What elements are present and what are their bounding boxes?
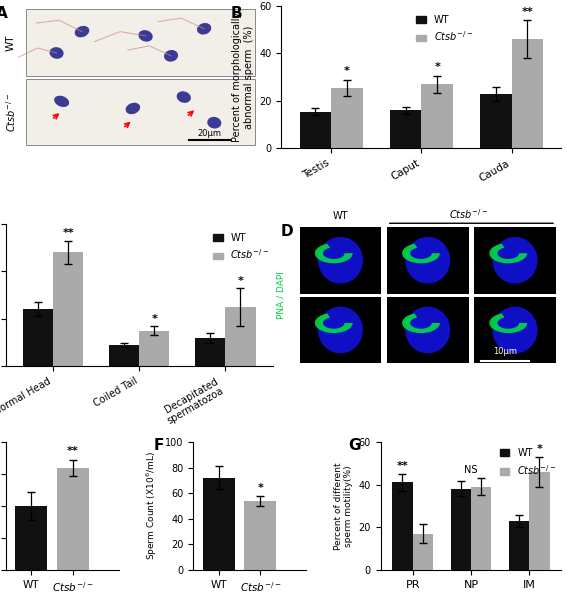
Bar [299,112,331,148]
Text: **: ** [396,461,408,471]
Text: *: * [536,443,543,454]
Text: *: * [434,62,440,73]
Bar [413,534,433,570]
Wedge shape [489,313,527,333]
Wedge shape [315,313,353,333]
Text: *: * [257,483,263,493]
Wedge shape [402,313,440,333]
Ellipse shape [318,307,363,353]
Bar [331,88,363,148]
Text: WT: WT [333,211,348,221]
Bar [392,482,413,570]
Text: WT: WT [6,34,16,50]
Bar [109,345,139,366]
Text: 10μm: 10μm [493,347,517,356]
Ellipse shape [54,96,69,107]
Bar [474,227,556,293]
Text: $Ctsb^{-/-}$: $Ctsb^{-/-}$ [4,92,18,131]
Bar [511,39,543,148]
Text: F: F [154,438,164,453]
Bar [139,331,170,366]
Bar [299,296,382,364]
Bar [529,472,549,570]
Text: **: ** [522,7,534,17]
Y-axis label: Percent of morphologically
abnormal sperm  (%): Percent of morphologically abnormal sper… [232,12,254,142]
Ellipse shape [493,307,538,353]
Ellipse shape [177,91,191,103]
Bar [23,310,53,366]
Ellipse shape [208,117,221,128]
Bar [226,307,256,366]
Bar [203,478,235,570]
Text: NS: NS [464,465,478,475]
Legend: WT, $Ctsb^{-/-}$: WT, $Ctsb^{-/-}$ [496,444,560,481]
Bar [451,489,471,570]
Bar [421,84,453,148]
Text: B: B [231,6,243,21]
Legend: WT, $Ctsb^{-/-}$: WT, $Ctsb^{-/-}$ [209,229,273,265]
Y-axis label: Sperm Count (X10$^6$/mL): Sperm Count (X10$^6$/mL) [145,452,159,560]
Ellipse shape [405,237,450,284]
Bar [474,296,556,364]
Ellipse shape [126,103,140,114]
Bar [299,227,382,293]
Bar [387,227,469,293]
Text: A: A [0,6,7,21]
Ellipse shape [405,307,450,353]
Bar [390,110,421,148]
Text: **: ** [67,446,79,457]
Text: D: D [281,224,294,239]
Wedge shape [489,244,527,263]
FancyBboxPatch shape [26,9,255,76]
Text: G: G [348,438,361,453]
Bar [471,487,492,570]
Text: PNA / DAPI: PNA / DAPI [276,271,285,319]
Legend: WT, $Ctsb^{-/-}$: WT, $Ctsb^{-/-}$ [412,11,476,47]
Text: 20μm: 20μm [197,130,221,139]
Bar [387,296,469,364]
Ellipse shape [49,47,64,59]
Y-axis label: Percent of different
sperm motility(%): Percent of different sperm motility(%) [333,462,353,550]
Ellipse shape [75,26,89,37]
Text: $Ctsb^{-/-}$: $Ctsb^{-/-}$ [449,208,488,221]
Text: *: * [151,314,157,323]
Bar [53,253,83,366]
Text: *: * [238,275,243,286]
FancyBboxPatch shape [26,79,255,145]
Text: **: ** [62,228,74,238]
Wedge shape [402,244,440,263]
Ellipse shape [138,30,153,41]
Bar [509,521,529,570]
Ellipse shape [197,23,211,35]
Bar [57,467,89,570]
Ellipse shape [493,237,538,284]
Text: *: * [344,66,350,76]
Ellipse shape [318,237,363,284]
Bar [15,506,48,570]
Bar [480,94,511,148]
Ellipse shape [164,50,178,62]
Wedge shape [315,244,353,263]
Bar [195,338,226,366]
Bar [244,501,276,570]
